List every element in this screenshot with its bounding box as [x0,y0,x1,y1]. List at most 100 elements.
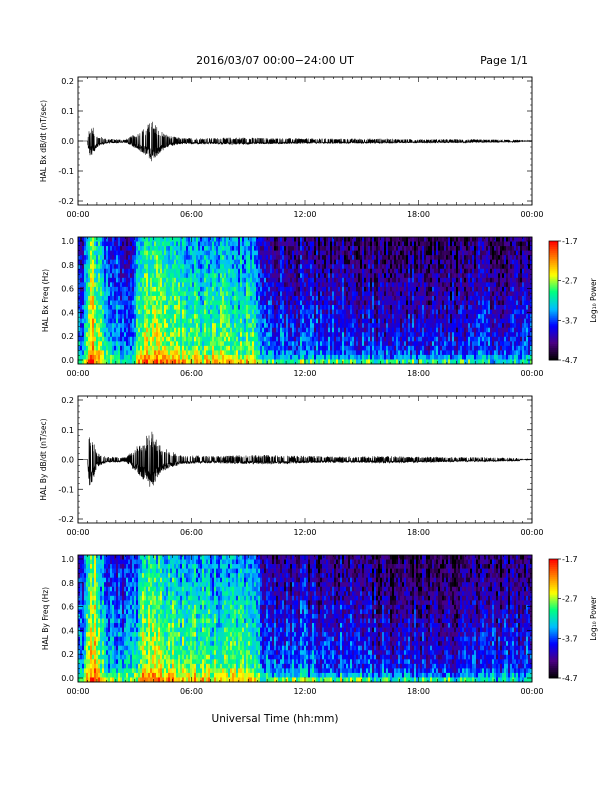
spectrogram-cell [102,273,105,279]
spectrogram-cell [354,250,357,256]
spectrogram-cell [114,246,117,251]
spectrogram-cell [206,237,209,242]
spectrogram-cell [122,332,125,338]
spectrogram-cell [232,250,235,256]
spectrogram-cell [320,332,323,338]
spectrogram-cell [216,341,219,347]
spectrogram-cell [392,282,395,288]
spectrogram-cell [128,341,131,347]
spectrogram-cell [356,250,359,256]
spectrogram-cell [82,237,85,242]
spectrogram-cell [308,327,311,333]
spectrogram-cell [108,336,111,342]
spectrogram-cell [218,264,221,270]
spectrogram-cell [204,300,207,306]
spectrogram-cell [84,237,87,242]
spectrogram-cell [292,318,295,324]
spectrogram-cell [78,336,81,342]
spectrogram-cell [370,336,373,342]
spectrogram-cell [274,341,277,347]
spectrogram-cell [172,359,175,365]
spectrogram-cell [200,336,203,342]
spectrogram-cell [280,327,283,333]
spectrogram-cell [158,246,161,251]
spectrogram-cell [164,246,167,251]
spectrogram-cell [276,309,279,315]
spectrogram-cell [212,345,215,351]
spectrogram-cell [82,241,85,247]
spectrogram-cell [256,327,259,333]
spectrogram-cell [230,350,233,356]
spectrogram-cell [392,246,395,251]
spectrogram-cell [336,314,339,319]
spectrogram-cell [352,264,355,270]
spectrogram-cell [208,273,211,279]
spectrogram-cell [382,345,385,351]
spectrogram-cell [160,359,163,365]
spectrogram-cell [248,268,251,274]
spectrogram-cell [308,305,311,310]
spectrogram-cell [338,305,341,310]
spectrogram-cell [246,282,249,288]
spectrogram-cell [312,250,315,256]
spectrogram-cell [408,246,411,251]
spectrogram-cell [360,250,363,256]
spectrogram-cell [222,237,225,242]
spectrogram-cell [356,309,359,315]
spectrogram-cell [224,314,227,319]
spectrogram-cell [364,359,367,365]
spectrogram-cell [322,282,325,288]
spectrogram-cell [138,250,141,256]
spectrogram-cell [104,277,107,283]
spectrogram-cell [232,282,235,288]
spectrogram-cell [362,255,365,261]
spectrogram-cell [252,291,255,297]
spectrogram-cell [98,259,101,265]
spectrogram-cell [228,295,231,301]
spectrogram-cell [414,250,417,256]
y-tick-label: -0.2 [58,197,74,206]
spectrogram-cell [104,264,107,270]
spectrogram-cell [126,255,129,261]
spectrogram-cell [266,273,269,279]
spectrogram-cell [346,359,349,365]
spectrogram-cell [340,318,343,324]
spectrogram-cell [198,359,201,365]
spectrogram-cell [284,273,287,279]
spectrogram-cell [380,354,383,360]
spectrogram-cell [130,259,133,265]
spectrogram-cell [186,277,189,283]
spectrogram-cell [212,273,215,279]
spectrogram-cell [370,350,373,356]
spectrogram-cell [352,336,355,342]
spectrogram-cell [166,341,169,347]
spectrogram-cell [356,350,359,356]
spectrogram-cell [388,314,391,319]
spectrogram-cell [412,241,415,247]
spectrogram-cell [100,291,103,297]
spectrogram-cell [416,259,419,265]
spectrogram-cell [378,323,381,329]
spectrogram-cell [378,300,381,306]
spectrogram-cell [218,291,221,297]
spectrogram-cell [372,241,375,247]
spectrogram-cell [368,314,371,319]
spectrogram-cell [416,305,419,310]
spectrogram-cell [216,273,219,279]
spectrogram-cell [206,354,209,360]
spectrogram-cell [250,264,253,270]
spectrogram-cell [374,259,377,265]
spectrogram-cell [234,359,237,365]
spectrogram-cell [150,314,153,319]
spectrogram-cell [274,359,277,365]
spectrogram-cell [120,309,123,315]
spectrogram-cell [134,268,137,274]
spectrogram-cell [374,341,377,347]
spectrogram-cell [304,273,307,279]
spectrogram-cell [84,332,87,338]
spectrogram-cell [114,277,117,283]
spectrogram-cell [86,318,89,324]
spectrogram-cell [248,286,251,292]
spectrogram-cell [218,350,221,356]
spectrogram-cell [328,246,331,251]
